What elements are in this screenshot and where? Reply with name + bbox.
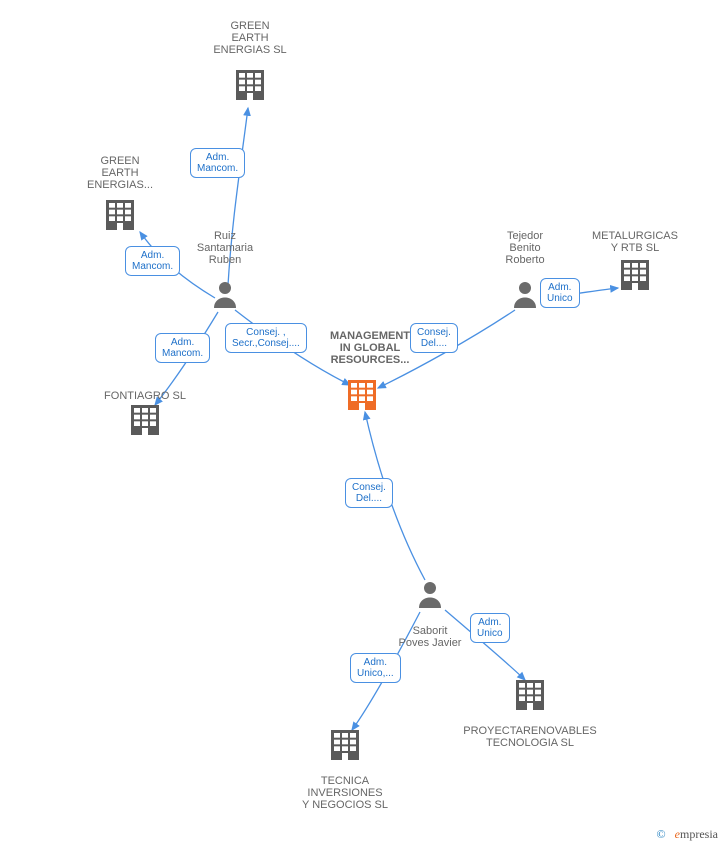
- edge-label: Consej. , Secr.,Consej....: [225, 323, 307, 353]
- building-icon: [621, 260, 649, 290]
- person-icon: [514, 282, 536, 308]
- node-label: GREEN EARTH ENERGIAS...: [75, 155, 165, 191]
- building-icon: [131, 405, 159, 435]
- node-label: Ruiz Santamaria Ruben: [180, 230, 270, 266]
- edge-label: Adm. Unico: [540, 278, 580, 308]
- node-label: METALURGICAS Y RTB SL: [580, 230, 690, 254]
- node-label: Tejedor Benito Roberto: [480, 230, 570, 266]
- building-icon: [348, 380, 376, 410]
- watermark-brand-rest: mpresia: [680, 827, 718, 841]
- person-icon: [419, 582, 441, 608]
- node-label: GREEN EARTH ENERGIAS SL: [205, 20, 295, 56]
- node-label: PROYECTARENOVABLES TECNOLOGIA SL: [445, 725, 615, 749]
- edge-label: Adm. Unico,...: [350, 653, 401, 683]
- edge-label: Consej. Del....: [345, 478, 393, 508]
- building-icon: [236, 70, 264, 100]
- node-label: Saborit Poves Javier: [375, 625, 485, 649]
- node-label: MANAGEMENT IN GLOBAL RESOURCES...: [315, 330, 425, 366]
- edge-label: Adm. Mancom.: [155, 333, 210, 363]
- diagram-svg: [0, 0, 728, 850]
- building-icon: [331, 730, 359, 760]
- building-icon: [516, 680, 544, 710]
- node-label: FONTIAGRO SL: [90, 390, 200, 402]
- edge-label: Adm. Mancom.: [190, 148, 245, 178]
- edge-label: Adm. Mancom.: [125, 246, 180, 276]
- diagram-canvas: Adm. Mancom. Adm. Mancom. Adm. Mancom. Cons…: [0, 0, 728, 850]
- person-icon: [214, 282, 236, 308]
- watermark: © empresia: [657, 827, 718, 842]
- node-label: TECNICA INVERSIONES Y NEGOCIOS SL: [285, 775, 405, 811]
- watermark-copyright: ©: [657, 827, 666, 841]
- building-icon: [106, 200, 134, 230]
